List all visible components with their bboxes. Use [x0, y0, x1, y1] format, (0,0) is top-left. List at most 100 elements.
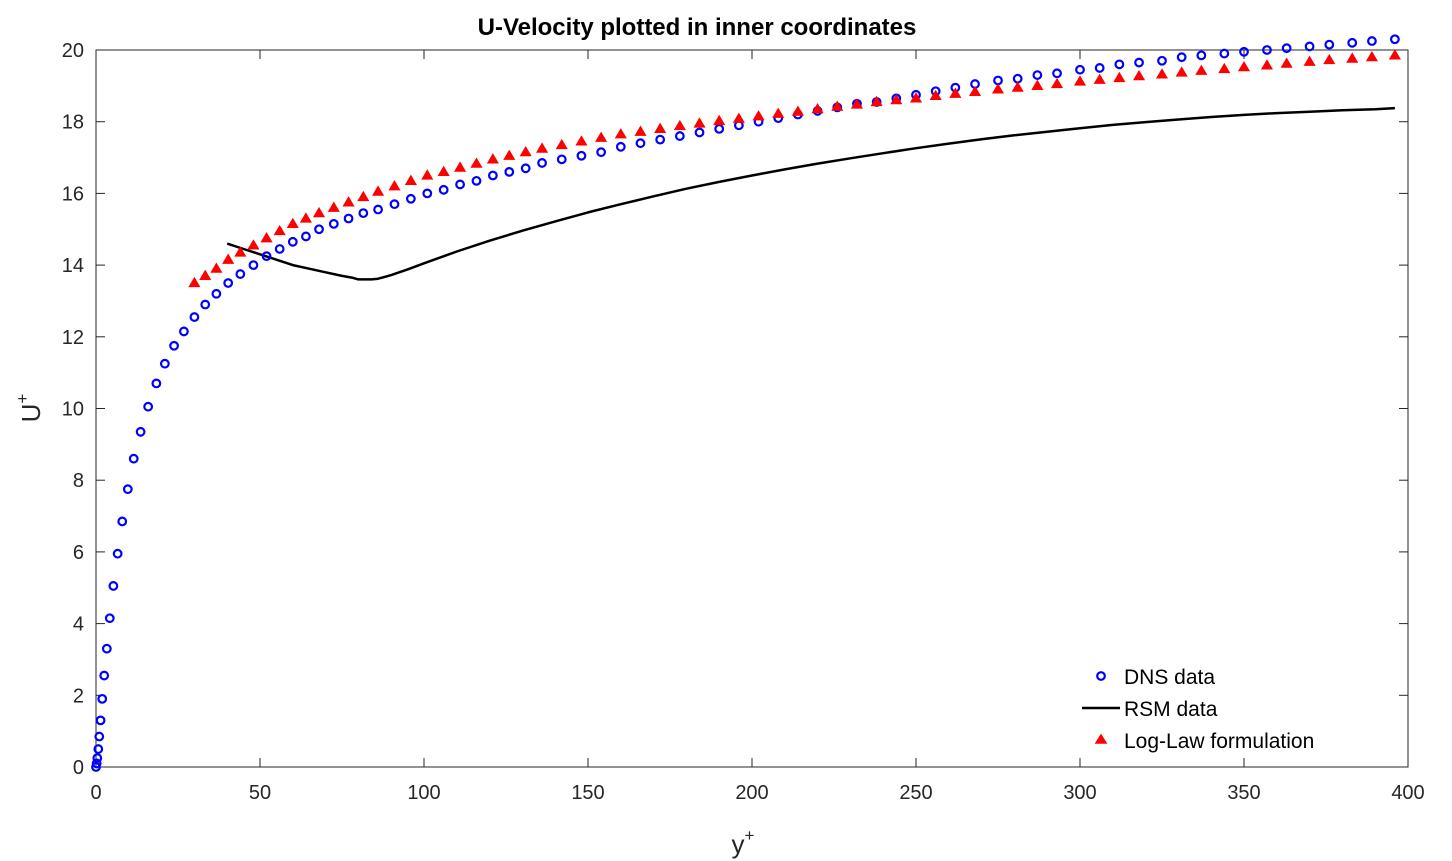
dns-point [537, 158, 547, 168]
loglaw-point [654, 122, 667, 133]
loglaw-point [357, 190, 370, 202]
dns-point [655, 134, 666, 145]
legend-entry-loglaw: Log-Law formulation [1094, 730, 1314, 753]
dns-point [287, 236, 298, 247]
loglaw-point [1195, 64, 1208, 75]
dns-point [438, 184, 449, 195]
loglaw-point [519, 145, 532, 157]
dns-point [1094, 63, 1105, 73]
dns-point [112, 548, 123, 559]
y-tick-label: 0 [73, 757, 84, 779]
legend-label-dns: DNS data [1124, 666, 1215, 689]
x-tick-label: 100 [407, 782, 440, 804]
y-axis-label: U+ [13, 394, 46, 423]
dns-point [405, 193, 416, 204]
y-tick-label: 6 [73, 542, 84, 564]
dns-point [389, 199, 400, 210]
dns-point [314, 224, 324, 235]
dns-point [179, 326, 189, 337]
loglaw-point [188, 276, 201, 288]
loglaw-point [575, 135, 588, 146]
dns-point [261, 251, 272, 262]
loglaw-point [260, 232, 273, 243]
x-tick-label: 250 [899, 782, 932, 804]
loglaw-point [312, 206, 326, 218]
y-tick-label: 4 [73, 614, 84, 636]
dns-point [1324, 39, 1335, 50]
loglaw-point [470, 157, 483, 168]
dns-point [91, 758, 102, 769]
dns-point [108, 581, 119, 591]
dns-point [200, 299, 211, 310]
dns-point [211, 288, 222, 299]
loglaw-point [1093, 73, 1106, 84]
loglaw-point [732, 112, 745, 123]
loglaw-series [188, 49, 1401, 288]
dns-point [1219, 48, 1230, 59]
loglaw-point [486, 153, 499, 164]
x-tick-label: 300 [1063, 782, 1096, 804]
axes-box [95, 49, 1409, 768]
series-layer [91, 34, 1401, 772]
loglaw-point [831, 100, 844, 111]
dns-point [135, 426, 146, 437]
x-axis-label: y+ [732, 826, 755, 859]
loglaw-point [454, 161, 467, 172]
legend-entry-rsm: RSM data [1082, 698, 1218, 721]
x-tick-label: 200 [735, 782, 768, 804]
dns-point [101, 643, 112, 654]
x-tick-label: 350 [1227, 782, 1260, 804]
dns-point [1347, 37, 1358, 48]
rsm-line [226, 106, 1395, 281]
loglaw-point [372, 185, 385, 196]
loglaw-point [850, 98, 864, 109]
x-axis-label-text: y [732, 829, 745, 859]
loglaw-point [614, 128, 627, 139]
dns-point [1176, 52, 1187, 63]
dns-point [471, 175, 482, 186]
y-axis: 0 2 4 6 8 10 12 14 16 18 20 [62, 40, 1408, 779]
loglaw-point [1132, 69, 1146, 81]
loglaw-point [1031, 79, 1044, 90]
dns-point [97, 693, 108, 704]
dns-point [556, 154, 567, 165]
loglaw-point [404, 174, 417, 185]
dns-point [1134, 57, 1144, 68]
x-tick-label: 0 [90, 782, 101, 804]
loglaw-point [1323, 53, 1336, 65]
legend-marker-dns [1096, 671, 1106, 681]
dns-point [422, 188, 433, 199]
loglaw-point [421, 169, 434, 180]
dns-point [92, 753, 103, 763]
x-tick-label: 400 [1391, 782, 1424, 804]
dns-point [122, 484, 133, 495]
dns-point [1114, 59, 1125, 70]
loglaw-point [634, 125, 647, 136]
dns-point [169, 340, 179, 351]
dns-point [143, 401, 154, 412]
legend-label-loglaw: Log-Law formulation [1124, 730, 1314, 753]
y-tick-label: 18 [62, 112, 84, 134]
legend-marker-loglaw [1094, 733, 1108, 744]
loglaw-point [890, 94, 903, 105]
dns-point [343, 213, 354, 224]
loglaw-point [1175, 66, 1188, 77]
loglaw-point [909, 92, 923, 103]
dns-point [1239, 46, 1249, 57]
loglaw-point [1346, 52, 1359, 63]
loglaw-point [1073, 75, 1087, 86]
dns-point [248, 260, 259, 271]
loglaw-point [1155, 68, 1169, 79]
dns-point [159, 358, 170, 369]
dns-point [117, 516, 128, 527]
loglaw-point [811, 102, 824, 114]
dns-point [1304, 41, 1315, 52]
loglaw-point [222, 253, 235, 264]
loglaw-point [1388, 49, 1401, 60]
dns-point [487, 170, 498, 181]
dns-point [1262, 45, 1272, 55]
loglaw-point [555, 138, 568, 150]
legend: DNS data RSM data Log-Law formulation [1082, 666, 1314, 753]
x-tick-label: 150 [571, 782, 604, 804]
